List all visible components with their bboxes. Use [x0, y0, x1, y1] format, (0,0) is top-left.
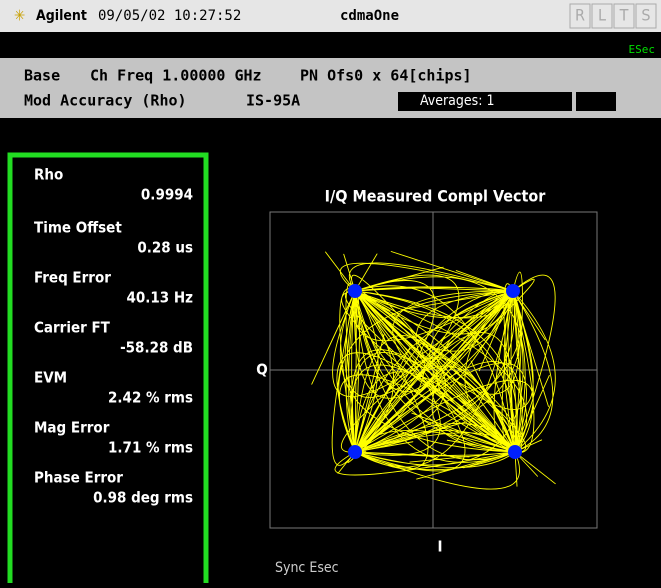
metric-label: EVM	[34, 369, 67, 387]
info-text: Mod Accuracy (Rho)	[24, 92, 187, 110]
metric-value: 0.98 deg rms	[93, 489, 193, 507]
metric-value: 40.13 Hz	[126, 289, 193, 307]
metric-label: Carrier FT	[34, 319, 111, 337]
averages-box	[398, 92, 572, 111]
plot-title: I/Q Measured Compl Vector	[325, 187, 547, 206]
metric-label: Rho	[34, 166, 63, 184]
metric-label: Mag Error	[34, 419, 110, 437]
metric-label: Freq Error	[34, 269, 111, 287]
status-bar	[0, 32, 661, 58]
mode: cdmaOne	[340, 8, 399, 24]
metric-value: 2.42 % rms	[108, 389, 193, 407]
logo: ✳	[14, 7, 25, 25]
symbol-point	[348, 445, 362, 459]
box	[576, 92, 616, 111]
symbol-point	[506, 284, 520, 298]
indicator-box	[635, 3, 657, 29]
trajectory	[311, 251, 556, 490]
info-text: Base	[24, 67, 60, 85]
info-text: IS-95A	[246, 92, 300, 110]
y-axis-label: Q	[256, 361, 267, 379]
averages: Averages: 1	[420, 93, 494, 109]
indicator-box	[613, 3, 635, 29]
symbol-point	[508, 445, 522, 459]
metric-value: -58.28 dB	[120, 339, 193, 357]
trajectory-path	[311, 251, 556, 490]
metrics-panel	[7, 152, 209, 588]
metric-label: Phase Error	[34, 469, 123, 487]
metrics: Rho 0.9994 Time Offset 0.28 us Freq Error 40.…	[34, 166, 193, 507]
indicator-box	[569, 3, 591, 29]
datetime: 09/05/02 10:27:52	[98, 8, 241, 24]
status: ESec	[629, 43, 656, 56]
indicator: L	[598, 6, 606, 25]
indicator: T	[619, 6, 629, 25]
symbol-point	[348, 284, 362, 298]
indicator-box	[591, 3, 613, 29]
plot-footer: Sync Esec	[275, 560, 339, 576]
metric-label: Time Offset	[34, 219, 122, 237]
brand: Agilent	[36, 8, 87, 24]
metric-value: 0.28 us	[137, 239, 193, 257]
info-text: PN Ofs0 x 64[chips]	[300, 67, 472, 85]
metric-value: 1.71 % rms	[108, 439, 193, 457]
info-text: Ch Freq 1.00000 GHz	[90, 67, 262, 85]
indicator: R	[575, 6, 585, 25]
indicator: S	[641, 6, 650, 25]
x-axis-label: I	[437, 538, 442, 556]
metric-value: 0.9994	[141, 186, 193, 204]
top-bar	[0, 0, 661, 32]
